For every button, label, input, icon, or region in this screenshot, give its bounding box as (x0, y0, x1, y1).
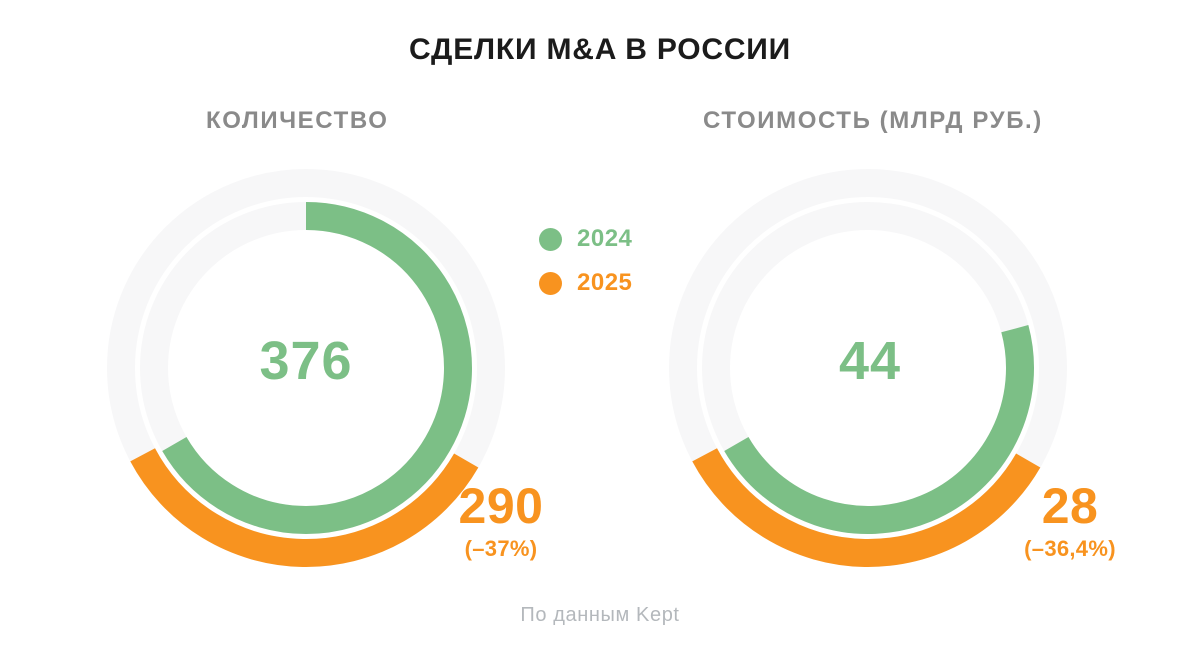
donut-chart-quantity (107, 169, 505, 567)
arc-2024-inner (724, 325, 1034, 534)
arc-2025-outer (692, 448, 1041, 567)
callout-delta-2025: (–37%) (464, 536, 538, 561)
legend-label-2024: 2024 (577, 225, 633, 252)
donut-chart-value (669, 169, 1067, 567)
callout-value-2025: 290 (458, 478, 544, 534)
center-value-2024: 44 (838, 331, 902, 391)
callout-2025: 290 (–37%) (431, 480, 571, 562)
arc-2025-outer (130, 448, 479, 567)
center-value-2024: 376 (259, 331, 353, 391)
page-title: СДЕЛКИ M&A В РОССИИ (408, 33, 792, 66)
callout-2025: 28 (–36,4%) (1000, 480, 1140, 562)
legend-dot-2024-icon (539, 227, 562, 251)
callout-value-2025: 28 (1041, 478, 1099, 534)
chart-quantity-title: КОЛИЧЕСТВО (206, 107, 389, 134)
arc-2024-inner (162, 202, 472, 534)
chart-value-title: СТОИМОСТЬ (МЛРД РУБ.) (703, 107, 1043, 134)
legend: 2024 2025 (539, 225, 633, 314)
callout-delta-2025: (–36,4%) (1024, 536, 1116, 561)
legend-label-2025: 2025 (577, 269, 633, 296)
legend-item-2024: 2024 (539, 225, 633, 252)
source-note: По данным Kept (520, 604, 680, 626)
legend-dot-2025-icon (539, 271, 562, 295)
legend-item-2025: 2025 (539, 269, 633, 296)
